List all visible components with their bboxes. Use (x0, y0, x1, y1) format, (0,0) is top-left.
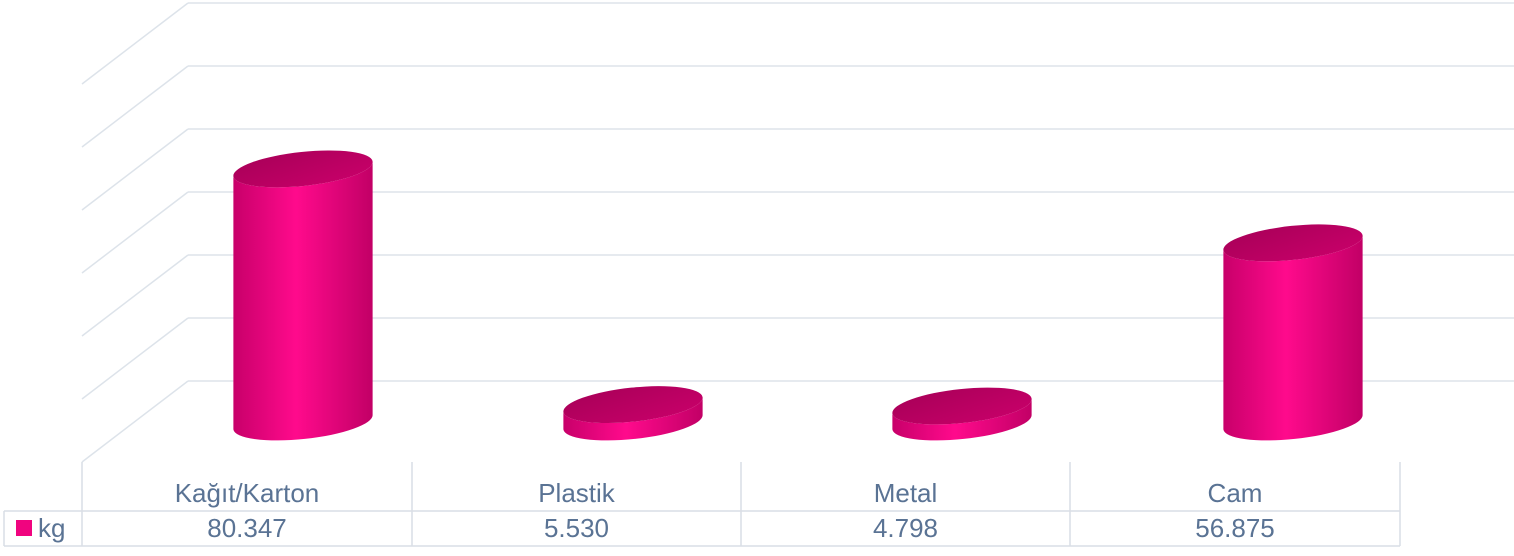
bar-body (563, 397, 703, 441)
bar (1223, 224, 1363, 441)
bar-top (233, 150, 373, 188)
value-label: 80.347 (207, 513, 287, 543)
bar-top (892, 387, 1032, 425)
data-table: Kağıt/Karton Plastik Metal Cam kg 80.347 5.530… (3, 462, 1401, 547)
gridline-wall (81, 191, 189, 274)
gridline-wall (81, 317, 189, 400)
gridline-wall (81, 128, 189, 211)
category-label: Plastik (538, 478, 616, 508)
bar (563, 386, 703, 441)
bar-body (1223, 235, 1363, 441)
series-name: kg (38, 513, 65, 543)
category-label: Cam (1208, 478, 1263, 508)
bar-body (233, 161, 373, 441)
category-label: Kağıt/Karton (175, 478, 320, 508)
bars (233, 150, 1363, 441)
gridline-wall (81, 380, 189, 463)
bar-top (1223, 224, 1363, 262)
bar-body (892, 398, 1032, 441)
bar (233, 150, 373, 441)
gridlines (81, 2, 1514, 463)
category-label: Metal (874, 478, 938, 508)
gridline-wall (81, 65, 189, 148)
bar-top (563, 386, 703, 424)
legend-swatch (16, 520, 32, 536)
value-label: 5.530 (544, 513, 609, 543)
bar (892, 387, 1032, 441)
gridline-wall (81, 2, 189, 85)
value-label: 4.798 (873, 513, 938, 543)
gridline-wall (81, 254, 189, 337)
value-label: 56.875 (1195, 513, 1275, 543)
